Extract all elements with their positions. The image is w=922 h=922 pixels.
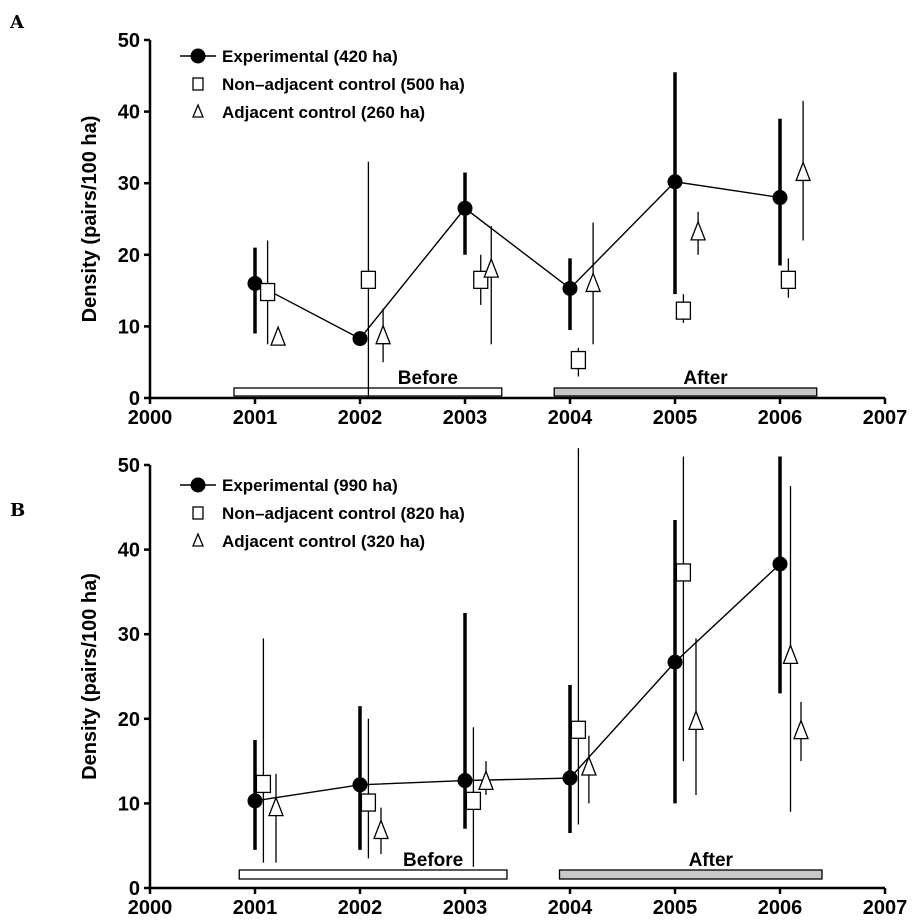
series-line xyxy=(254,563,781,802)
y-tick-label: 10 xyxy=(118,793,140,815)
data-point xyxy=(780,270,797,290)
data-point xyxy=(772,190,788,206)
period-label-before: Before xyxy=(403,850,463,871)
data-point xyxy=(772,556,788,572)
data-point xyxy=(483,257,500,278)
y-axis-title: Density (pairs/100 ha) xyxy=(79,573,101,780)
legend-marker xyxy=(192,103,204,118)
series-square-open: Non–adjacent control (500 ha) xyxy=(192,75,797,398)
legend-label: Adjacent control (260 ha) xyxy=(222,103,425,122)
x-tick-label: 2005 xyxy=(653,897,698,919)
period-bar-after xyxy=(558,869,823,880)
data-point xyxy=(247,275,263,291)
series-line xyxy=(254,181,781,340)
legend-label: Non–adjacent control (500 ha) xyxy=(222,75,465,94)
x-tick-label: 2003 xyxy=(443,897,488,919)
y-tick-label: 50 xyxy=(118,455,140,477)
y-tick-label: 50 xyxy=(118,30,140,52)
y-tick-label: 40 xyxy=(118,540,140,562)
period-label-after: After xyxy=(689,850,734,871)
x-tick-label: 2002 xyxy=(338,897,383,919)
data-point xyxy=(255,774,272,794)
x-tick-label: 2007 xyxy=(863,407,908,429)
x-tick-label: 2000 xyxy=(128,407,173,429)
panel-letter: B xyxy=(10,500,25,521)
x-tick-label: 2002 xyxy=(338,407,383,429)
x-tick-label: 2006 xyxy=(758,897,803,919)
data-point xyxy=(570,720,587,739)
data-point xyxy=(667,174,683,190)
legend-label: Experimental (990 ha) xyxy=(222,476,398,495)
data-point xyxy=(562,280,578,296)
y-axis-title: Density (pairs/100 ha) xyxy=(79,116,101,323)
data-point xyxy=(580,755,597,776)
panel-b: B 2000 2001 2002 2003 2004 2005 2006 2007 0 10 20 30… xyxy=(10,448,907,919)
data-point xyxy=(585,271,602,293)
data-point xyxy=(352,777,368,793)
legend-marker xyxy=(190,48,206,64)
data-point xyxy=(562,770,578,786)
legend-label: Adjacent control (320 ha) xyxy=(222,532,425,551)
y-tick-label: 0 xyxy=(129,388,140,410)
data-point xyxy=(373,818,389,840)
period-label-before: Before xyxy=(398,368,458,389)
y-tick-label: 20 xyxy=(118,709,140,731)
period-label-after: After xyxy=(683,368,728,389)
data-point xyxy=(690,220,707,241)
data-point xyxy=(675,301,692,320)
data-point xyxy=(688,709,704,730)
data-point xyxy=(782,643,799,664)
period-bar-before xyxy=(238,869,508,880)
legend-marker xyxy=(192,532,204,547)
x-tick-label: 2001 xyxy=(233,407,278,429)
series-triangle-open: Adjacent control (320 ha) xyxy=(192,486,809,863)
x-tick-label: 2006 xyxy=(758,407,803,429)
data-point xyxy=(352,331,368,347)
x-tick-label: 2000 xyxy=(128,897,173,919)
x-tick-label: 2007 xyxy=(863,897,908,919)
series-triangle-open: Adjacent control (260 ha) xyxy=(192,100,812,363)
y-tick-label: 30 xyxy=(118,173,140,195)
y-tick-label: 10 xyxy=(118,316,140,338)
data-point xyxy=(268,795,284,817)
data-point xyxy=(793,718,809,740)
legend-marker xyxy=(192,506,204,520)
data-point xyxy=(457,200,473,216)
data-point xyxy=(259,282,276,302)
legend-marker xyxy=(192,77,204,91)
panel-letter: A xyxy=(9,12,25,33)
series-square-open: Non–adjacent control (820 ha) xyxy=(192,448,692,867)
data-point xyxy=(360,270,377,290)
x-tick-label: 2004 xyxy=(548,407,593,429)
panel-a: A 2000 2001 2002 2003 2004 2005 2006 2007 0 10 20 30… xyxy=(9,12,907,429)
y-tick-label: 0 xyxy=(129,878,140,900)
data-point xyxy=(478,769,494,791)
series-circle-filled: Experimental (420 ha) xyxy=(180,47,788,347)
data-point xyxy=(360,793,377,812)
data-point xyxy=(795,160,812,182)
data-point xyxy=(457,773,473,789)
data-point xyxy=(247,793,263,809)
x-tick-label: 2001 xyxy=(233,897,278,919)
x-tick-label: 2005 xyxy=(653,407,698,429)
y-tick-label: 40 xyxy=(118,102,140,124)
data-point xyxy=(375,323,392,345)
legend-label: Experimental (420 ha) xyxy=(222,47,398,66)
legend-label: Non–adjacent control (820 ha) xyxy=(222,504,465,523)
x-tick-label: 2004 xyxy=(548,897,593,919)
data-point xyxy=(667,654,683,670)
x-tick-label: 2003 xyxy=(443,407,488,429)
legend-marker xyxy=(190,477,206,493)
series-circle-filled: Experimental (990 ha) xyxy=(180,456,788,850)
data-point xyxy=(675,563,692,582)
data-point xyxy=(270,325,287,346)
y-tick-label: 20 xyxy=(118,245,140,267)
data-point xyxy=(570,350,587,370)
data-point xyxy=(465,791,482,811)
y-tick-label: 30 xyxy=(118,624,140,646)
period-bar-after xyxy=(553,387,818,397)
